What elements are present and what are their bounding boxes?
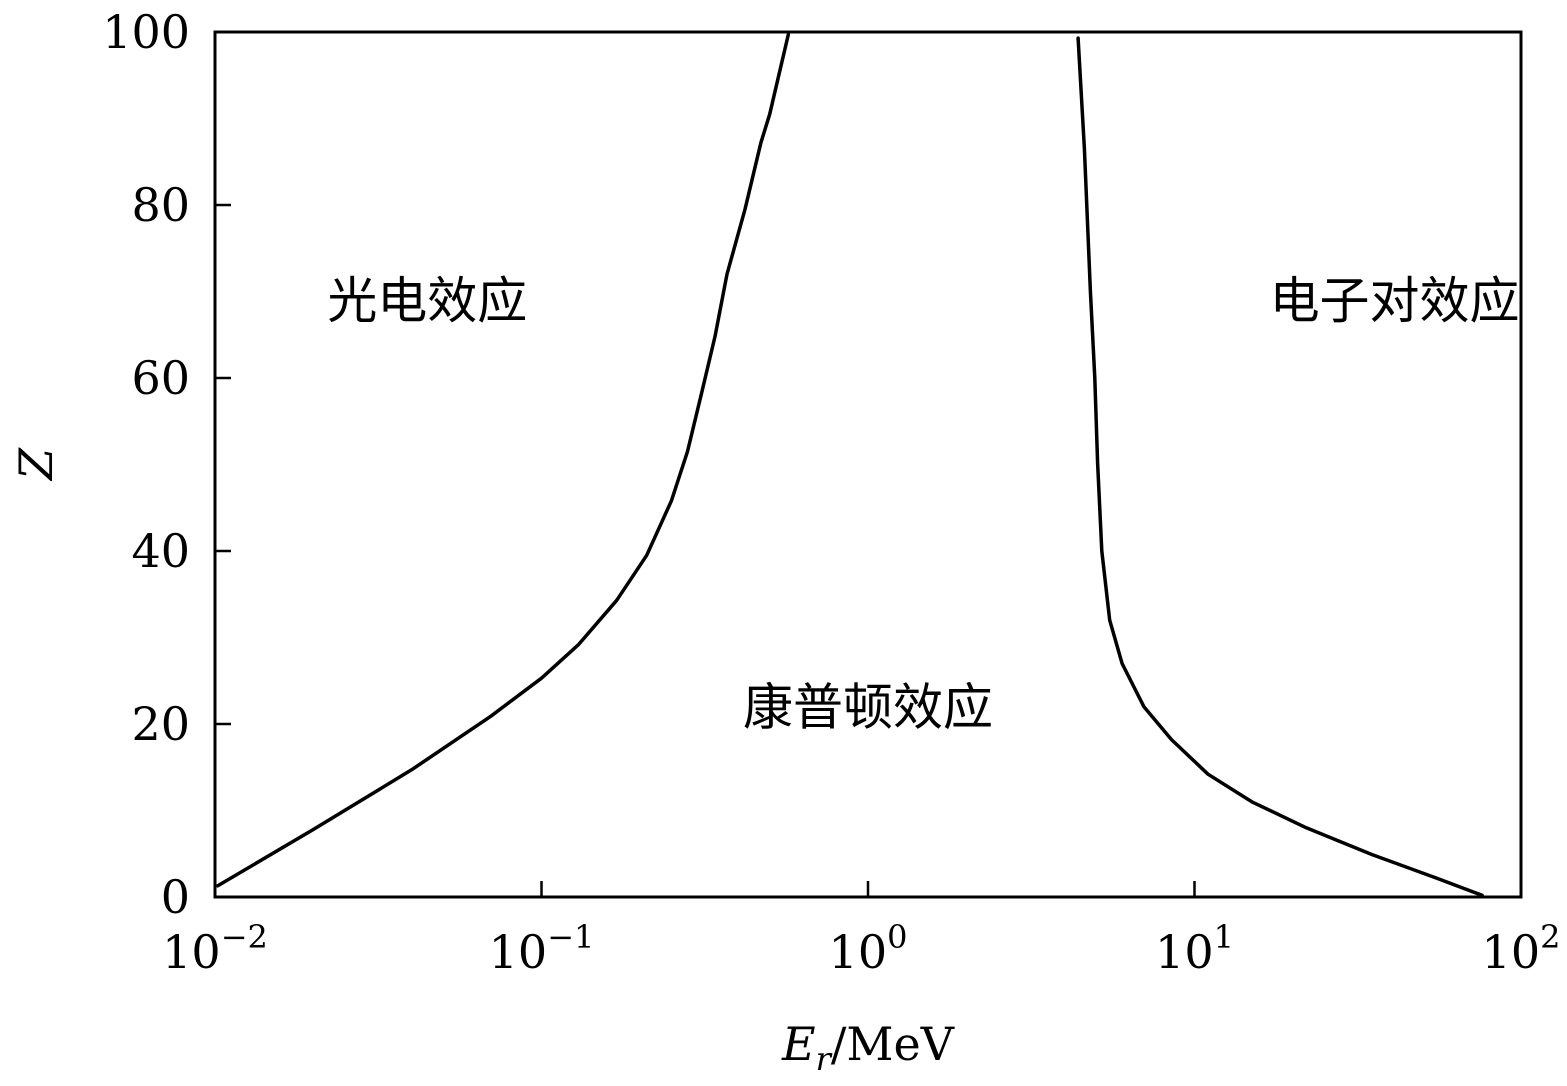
x-tick-labels: 10−2 10−1 100 101 102 bbox=[162, 918, 1560, 979]
x-tick-label: 101 bbox=[1155, 918, 1234, 979]
y-tick-label: 0 bbox=[161, 870, 190, 924]
x-tick-label: 10−2 bbox=[162, 918, 268, 979]
x-tick-label: 100 bbox=[829, 918, 908, 979]
y-axis-label: Z bbox=[9, 447, 63, 482]
x-axis-label-sub: r bbox=[816, 1040, 833, 1078]
x-tick-label: 102 bbox=[1482, 918, 1561, 979]
y-tick-label: 100 bbox=[102, 5, 190, 59]
y-tick-label: 60 bbox=[131, 351, 190, 405]
ticks bbox=[215, 203, 1196, 897]
y-tick-label: 20 bbox=[131, 697, 190, 751]
x-tick-label: 10−1 bbox=[489, 918, 595, 979]
plot-frame bbox=[213, 30, 1523, 899]
x-axis-label-unit: /MeV bbox=[831, 1017, 955, 1071]
boundary-curve-1 bbox=[216, 32, 791, 888]
x-axis-label-main: E bbox=[781, 1017, 816, 1071]
y-tick-label: 40 bbox=[131, 524, 190, 578]
x-axis-label: Er/MeV bbox=[781, 1017, 955, 1078]
y-tick-labels: 0 20 40 60 80 100 bbox=[102, 5, 190, 924]
region-label: 光电效应 bbox=[327, 272, 527, 330]
y-tick-label: 80 bbox=[131, 178, 190, 232]
boundary-curve-2 bbox=[1076, 36, 1484, 898]
curves bbox=[216, 32, 1484, 898]
region-label: 康普顿效应 bbox=[743, 679, 993, 737]
region-label: 电子对效应 bbox=[1270, 272, 1520, 330]
